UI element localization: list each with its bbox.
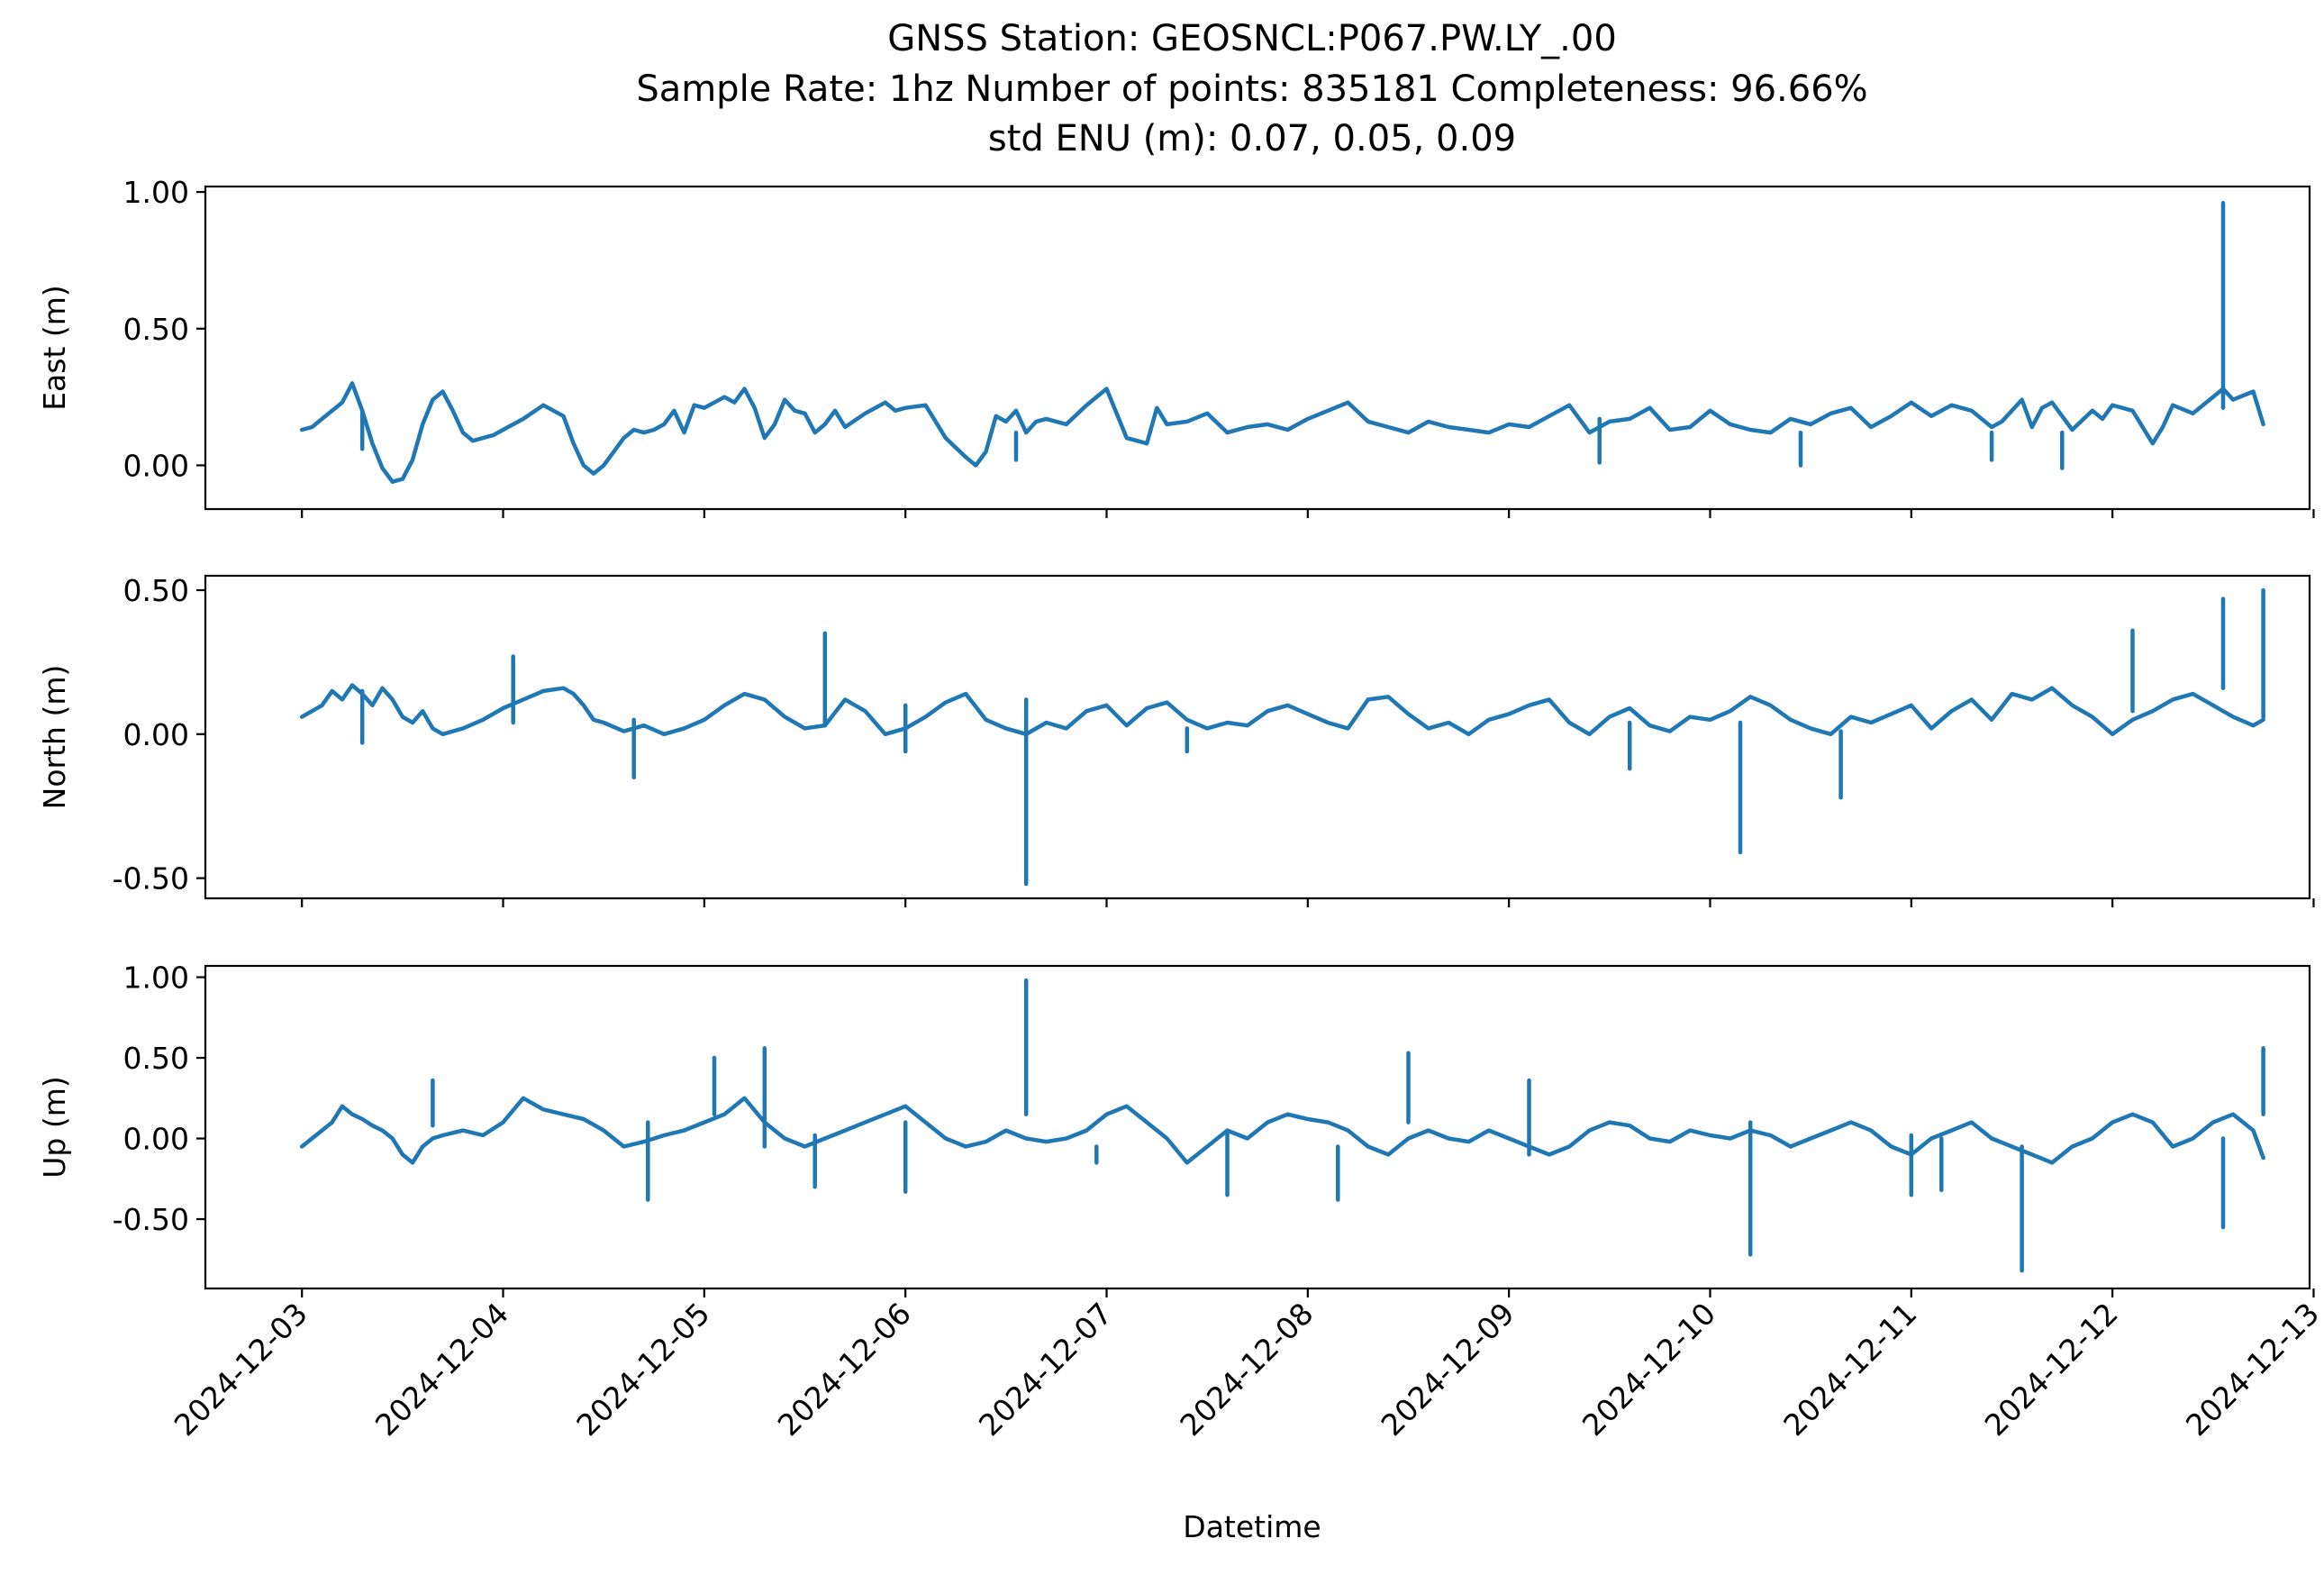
x-tick-label: 2024-12-08 xyxy=(1173,1296,1320,1443)
y-axis-label: East (m) xyxy=(37,285,72,411)
east-panel: 0.00 0.50 1.00 East (m) xyxy=(37,175,2315,518)
y-tick-label: 0.00 xyxy=(123,717,189,752)
x-tick-label: 2024-12-05 xyxy=(569,1296,716,1443)
y-tick-label: 0.50 xyxy=(123,573,189,608)
y-tick-label: -0.50 xyxy=(113,1202,189,1237)
x-tick-label: 2024-12-03 xyxy=(168,1296,314,1443)
plot-frame xyxy=(204,185,2311,511)
y-axis-label: Up (m) xyxy=(37,1076,72,1179)
north-panel: -0.50 0.00 0.50 North (m) xyxy=(37,573,2315,907)
x-tick-label: 2024-12-12 xyxy=(1978,1296,2125,1443)
x-tick-label: 2024-12-10 xyxy=(1575,1296,1722,1443)
chart-title-line-3: std ENU (m): 0.07, 0.05, 0.09 xyxy=(988,118,1516,159)
plot-frame xyxy=(204,574,2311,900)
y-tick-label: -0.50 xyxy=(113,861,189,897)
x-tick-label: 2024-12-06 xyxy=(771,1296,918,1443)
y-tick-label: 0.50 xyxy=(123,1041,189,1076)
y-axis-label: North (m) xyxy=(37,665,72,810)
series-line xyxy=(299,381,2265,484)
x-axis-label: Datetime xyxy=(1183,1509,1321,1544)
plot-frame xyxy=(204,964,2311,1290)
x-tick-label: 2024-12-07 xyxy=(972,1296,1119,1443)
x-tick-label: 2024-12-11 xyxy=(1776,1296,1923,1443)
up-panel: -0.50 0.00 0.50 1.00 2024-12-03 2024-12-04 202… xyxy=(37,960,2324,1443)
x-tick-label: 2024-12-04 xyxy=(368,1296,515,1443)
y-tick-label: 1.00 xyxy=(123,175,189,210)
x-tick-label: 2024-12-09 xyxy=(1375,1296,1521,1443)
series-line xyxy=(299,1096,2265,1165)
y-tick-label: 1.00 xyxy=(123,960,189,996)
y-tick-label: 0.00 xyxy=(123,448,189,483)
series-line xyxy=(299,683,2265,737)
chart-title-line-2: Sample Rate: 1hz Number of points: 83518… xyxy=(636,68,1867,110)
y-tick-label: 0.00 xyxy=(123,1122,189,1157)
x-tick-label: 2024-12-13 xyxy=(2179,1296,2324,1443)
chart-title-line-1: GNSS Station: GEOSNCL:P067.PW.LY_.00 xyxy=(887,18,1617,59)
y-tick-label: 0.50 xyxy=(123,312,189,347)
